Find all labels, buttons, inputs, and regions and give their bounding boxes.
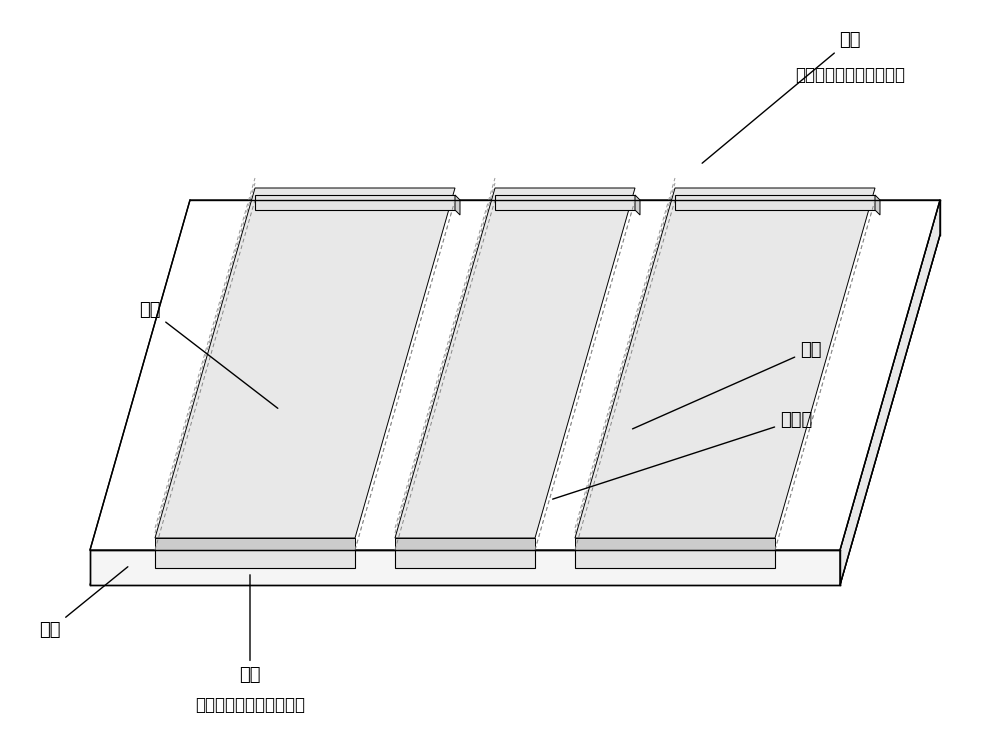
Text: 端部: 端部	[239, 575, 261, 684]
Polygon shape	[395, 188, 635, 538]
Polygon shape	[675, 195, 875, 210]
Polygon shape	[90, 200, 940, 550]
Text: 地线: 地线	[139, 301, 278, 408]
Polygon shape	[575, 188, 875, 538]
Text: 端部: 端部	[702, 31, 861, 164]
Text: 地线: 地线	[633, 341, 822, 429]
Polygon shape	[155, 538, 355, 550]
Text: （安装同轴电缆连接器）: （安装同轴电缆连接器）	[195, 696, 305, 714]
Polygon shape	[255, 195, 455, 210]
Polygon shape	[455, 195, 460, 215]
Polygon shape	[90, 550, 840, 585]
Polygon shape	[635, 195, 640, 215]
Polygon shape	[575, 550, 775, 568]
Polygon shape	[575, 538, 775, 550]
Polygon shape	[155, 550, 355, 568]
Text: 信号线: 信号线	[553, 411, 812, 499]
Polygon shape	[395, 538, 535, 550]
Text: （安装同轴电缆连接器）: （安装同轴电缆连接器）	[795, 66, 905, 84]
Polygon shape	[395, 550, 535, 568]
Polygon shape	[840, 200, 940, 585]
Text: 地线: 地线	[39, 566, 128, 639]
Polygon shape	[875, 195, 880, 215]
Polygon shape	[155, 188, 455, 538]
Polygon shape	[90, 235, 940, 585]
Polygon shape	[495, 195, 635, 210]
